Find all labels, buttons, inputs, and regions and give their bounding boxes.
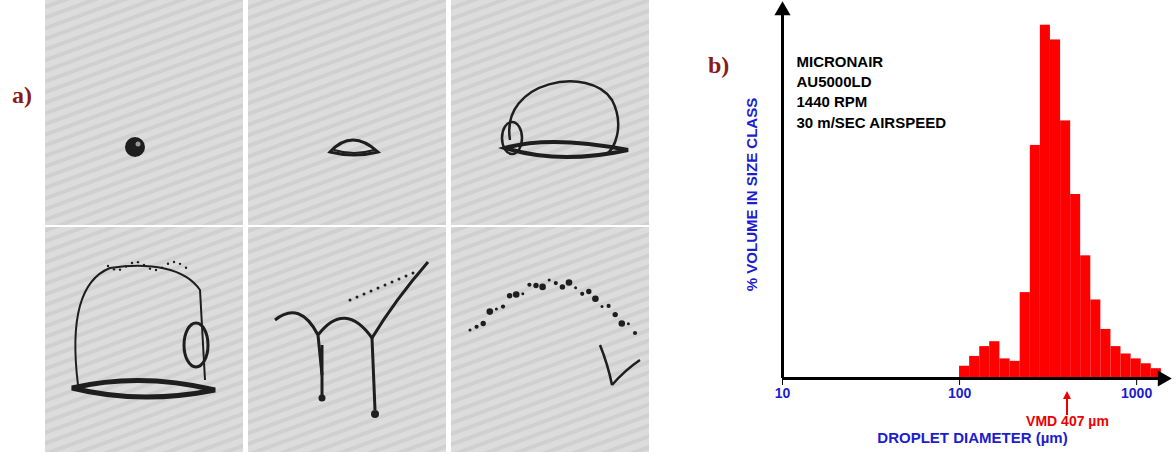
html-text:b): b) <box>708 52 730 78</box>
svg-text:% VOLUME IN SIZE CLASS: % VOLUME IN SIZE CLASS <box>743 98 760 291</box>
svg-text:1000: 1000 <box>1121 385 1152 401</box>
svg-text:VMD 407 µm: VMD 407 µm <box>1026 412 1109 429</box>
html-text:a): a) <box>12 82 32 108</box>
svg-text:DROPLET DIAMETER (µm): DROPLET DIAMETER (µm) <box>877 429 1067 446</box>
svg-text:100: 100 <box>948 385 972 401</box>
svg-text:10: 10 <box>775 385 791 401</box>
svg-text:MICRONAIRAU5000LD1440 RPM30 m/: MICRONAIRAU5000LD1440 RPM30 m/SEC AIRSPE… <box>797 53 947 131</box>
